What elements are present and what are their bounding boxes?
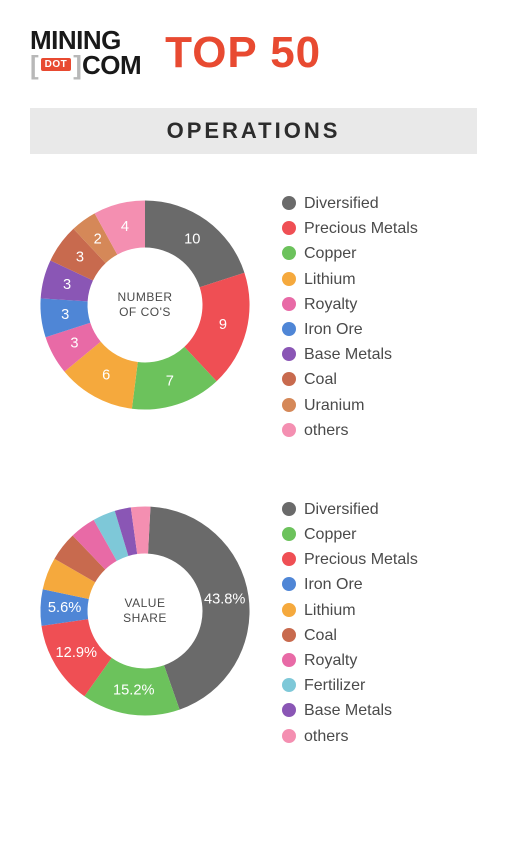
legend-swatch-icon	[282, 322, 296, 336]
slice-value-label: 3	[70, 336, 78, 352]
header: MINING [ DOT ] COM TOP 50	[30, 28, 477, 78]
legend-swatch-icon	[282, 577, 296, 591]
legend-swatch-icon	[282, 527, 296, 541]
chart-number-of-cos: 10976333324 NUMBEROF CO'S DiversifiedPre…	[30, 190, 477, 440]
legend-item: Coal	[282, 370, 418, 389]
slice-value-label: 43.8%	[204, 591, 245, 607]
legend-label: Precious Metals	[304, 219, 418, 238]
legend-item: Diversified	[282, 194, 418, 213]
chart-value-share: 43.8% 15.2% 12.9% 5.6% VALUESHARE Diversifi…	[30, 496, 477, 746]
legend-item: Base Metals	[282, 701, 418, 720]
donut-2-center-label: VALUESHARE	[123, 596, 167, 626]
legend-swatch-icon	[282, 729, 296, 743]
legend-label: Iron Ore	[304, 575, 363, 594]
legend-swatch-icon	[282, 502, 296, 516]
legend-item: Precious Metals	[282, 550, 418, 569]
legend-label: Base Metals	[304, 345, 392, 364]
legend-label: Fertilizer	[304, 676, 365, 695]
donut-1-center-label: NUMBEROF CO'S	[117, 290, 172, 320]
legend-item: Fertilizer	[282, 676, 418, 695]
logo: MINING [ DOT ] COM	[30, 28, 141, 77]
legend-item: Precious Metals	[282, 219, 418, 238]
slice-value-label: 2	[94, 232, 102, 248]
legend-swatch-icon	[282, 372, 296, 386]
legend-item: others	[282, 421, 418, 440]
legend-label: Copper	[304, 244, 356, 263]
legend-item: Royalty	[282, 295, 418, 314]
legend-swatch-icon	[282, 628, 296, 642]
donut-1: 10976333324 NUMBEROF CO'S	[30, 190, 260, 420]
legend-item: Copper	[282, 244, 418, 263]
legend-swatch-icon	[282, 703, 296, 717]
legend-item: Diversified	[282, 500, 418, 519]
legend-label: Royalty	[304, 651, 357, 670]
legend-label: Diversified	[304, 194, 379, 213]
legend-item: Iron Ore	[282, 320, 418, 339]
logo-dot-badge: DOT	[41, 58, 72, 72]
legend-label: Copper	[304, 525, 356, 544]
slice-value-label: 5.6%	[48, 600, 81, 616]
legend-swatch-icon	[282, 423, 296, 437]
legend-swatch-icon	[282, 272, 296, 286]
legend-swatch-icon	[282, 552, 296, 566]
legend-swatch-icon	[282, 603, 296, 617]
logo-line2: COM	[82, 53, 141, 78]
slice-value-label: 15.2%	[113, 682, 154, 698]
top50-title: TOP 50	[165, 28, 321, 78]
legend-label: others	[304, 727, 348, 746]
legend-label: Coal	[304, 626, 337, 645]
legend-label: Precious Metals	[304, 550, 418, 569]
legend-label: Lithium	[304, 270, 356, 289]
legend-item: others	[282, 727, 418, 746]
legend-item: Lithium	[282, 601, 418, 620]
legend-swatch-icon	[282, 398, 296, 412]
slice-value-label: 3	[61, 307, 69, 323]
legend-swatch-icon	[282, 347, 296, 361]
legend-item: Royalty	[282, 651, 418, 670]
legend-label: Uranium	[304, 396, 364, 415]
legend-swatch-icon	[282, 678, 296, 692]
slice-value-label: 3	[63, 277, 71, 293]
legend-item: Iron Ore	[282, 575, 418, 594]
legend-item: Base Metals	[282, 345, 418, 364]
slice-value-label: 12.9%	[56, 645, 97, 661]
legend-2: Diversified Copper Precious Metals Iron Ore…	[282, 496, 418, 746]
legend-label: Iron Ore	[304, 320, 363, 339]
legend-item: Uranium	[282, 396, 418, 415]
legend-item: Copper	[282, 525, 418, 544]
legend-label: Coal	[304, 370, 337, 389]
slice-value-label: 7	[166, 373, 174, 389]
legend-label: Diversified	[304, 500, 379, 519]
legend-swatch-icon	[282, 221, 296, 235]
slice-value-label: 4	[121, 219, 129, 235]
slice-value-label: 10	[184, 232, 200, 248]
legend-swatch-icon	[282, 246, 296, 260]
legend-item: Coal	[282, 626, 418, 645]
legend-label: Royalty	[304, 295, 357, 314]
bracket-open-icon: [	[30, 53, 39, 78]
legend-label: Base Metals	[304, 701, 392, 720]
legend-item: Lithium	[282, 270, 418, 289]
legend-swatch-icon	[282, 297, 296, 311]
bracket-close-icon: ]	[73, 53, 82, 78]
logo-line2-wrap: [ DOT ] COM	[30, 53, 141, 78]
legend-swatch-icon	[282, 196, 296, 210]
section-title: OPERATIONS	[30, 108, 477, 154]
slice-value-label: 9	[219, 317, 227, 333]
slice-value-label: 6	[102, 367, 110, 383]
slice-value-label: 3	[76, 250, 84, 266]
legend-swatch-icon	[282, 653, 296, 667]
donut-2: 43.8% 15.2% 12.9% 5.6% VALUESHARE	[30, 496, 260, 726]
legend-1: Diversified Precious Metals Copper Lithium R…	[282, 190, 418, 440]
legend-label: Lithium	[304, 601, 356, 620]
legend-label: others	[304, 421, 348, 440]
